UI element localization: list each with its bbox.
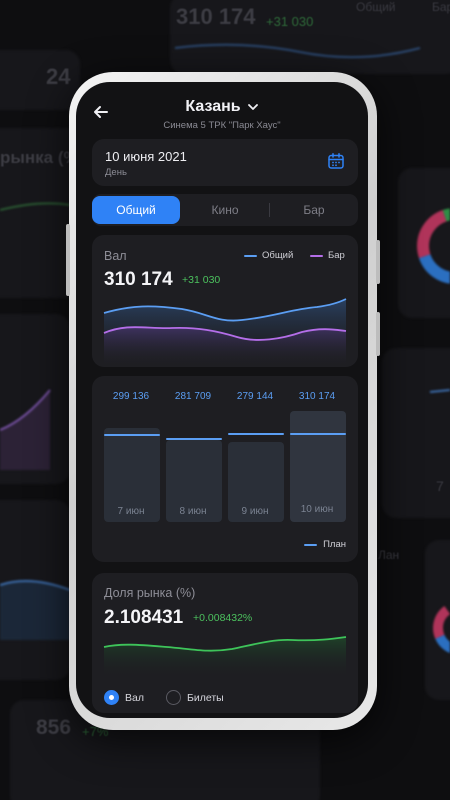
- gross-sparkline: [103, 298, 347, 367]
- legend-bar-label: Бар: [328, 250, 345, 261]
- bg-left-value: 24: [46, 64, 71, 89]
- city-selector[interactable]: Казань: [185, 98, 258, 116]
- market-share-line: [103, 636, 347, 652]
- phone-side-button-left: [66, 224, 70, 296]
- bg-left-label: рынка (%): [0, 148, 85, 167]
- day-2-value: 281 709: [174, 391, 212, 402]
- day-2-bar: [166, 440, 222, 522]
- legend-bar-swatch: [310, 254, 323, 257]
- header: Казань Синема 5 ТРК "Парк Хаус": [76, 82, 368, 138]
- day-4-bar: [290, 411, 346, 522]
- legend-bar: Бар: [310, 250, 345, 261]
- radio-gross[interactable]: Вал: [104, 690, 144, 705]
- day-2-date: 8 июн: [179, 506, 207, 517]
- tab-divider: [269, 203, 270, 217]
- radio-tickets-dot[interactable]: [165, 690, 181, 705]
- date-period: День: [105, 167, 127, 178]
- bg-legend-general: Общий: [356, 0, 396, 14]
- tab-bar: Общий Кино Бар: [92, 194, 358, 226]
- chevron-down-icon: [247, 104, 258, 110]
- day-3-value: 279 144: [236, 391, 274, 402]
- plan-legend-label: План: [323, 539, 346, 550]
- back-arrow-icon[interactable]: [91, 102, 111, 122]
- venue-name: Синема 5 ТРК "Парк Хаус": [163, 120, 281, 131]
- radio-gross-label: Вал: [125, 691, 144, 704]
- city-name: Казань: [185, 98, 241, 115]
- bg-card-right-mid: [382, 348, 450, 518]
- day-4-date: 10 июн: [300, 504, 334, 515]
- general-line: [103, 298, 347, 322]
- bg-top-value: 310 174: [176, 4, 256, 29]
- market-share-card: Доля рынка (%) 2.108431 +0.008432% Вал Б…: [92, 573, 358, 713]
- bar-line: [103, 326, 347, 341]
- phone-volume-up-button: [376, 240, 380, 284]
- bg-right-digit: 7: [436, 478, 444, 494]
- radio-gross-dot[interactable]: [104, 690, 119, 705]
- gross-delta: +31 030: [182, 274, 221, 286]
- day-4-value: 310 174: [298, 391, 336, 402]
- bg-top-delta: +31 030: [266, 14, 314, 29]
- day-1-bar: [104, 428, 160, 522]
- tab-general[interactable]: Общий: [92, 196, 180, 224]
- legend-general: Общий: [244, 250, 293, 261]
- bg-card-top: [170, 0, 450, 74]
- radio-tickets[interactable]: Билеты: [165, 690, 224, 705]
- day-1-value: 299 136: [112, 391, 150, 402]
- bg-right-label: Лан: [378, 548, 400, 562]
- bg-card-left-top: [0, 50, 80, 110]
- market-share-sparkline: [103, 636, 347, 679]
- day-1-date: 7 июн: [117, 506, 145, 517]
- plan-legend-swatch: [304, 543, 318, 546]
- gross-value: 310 174: [104, 269, 173, 290]
- selected-date: 10 июня 2021: [105, 149, 187, 164]
- market-share-value: 2.108431: [104, 607, 184, 628]
- legend-general-swatch: [244, 254, 257, 257]
- market-share-label: Доля рынка (%): [104, 586, 196, 600]
- bg-bottom-value: 856: [36, 716, 72, 739]
- day-3-bar: [228, 442, 284, 522]
- day-3-date: 9 июн: [241, 506, 269, 517]
- calendar-icon[interactable]: [327, 152, 345, 170]
- market-share-delta: +0.008432%: [193, 612, 253, 624]
- plan-legend: План: [304, 539, 346, 550]
- gross-label: Вал: [104, 249, 127, 263]
- tab-cinema[interactable]: Кино: [211, 203, 239, 217]
- legend-general-label: Общий: [262, 250, 294, 261]
- tab-bar-item[interactable]: Бар: [303, 203, 325, 217]
- market-share-area: [104, 637, 346, 679]
- app-screen: Казань Синема 5 ТРК "Парк Хаус" 10 июня …: [76, 82, 368, 718]
- bg-legend-bar: Бар: [432, 0, 450, 14]
- day-4-plan-line: [290, 433, 346, 435]
- radio-tickets-label: Билеты: [186, 691, 224, 704]
- phone-volume-down-button: [376, 312, 380, 356]
- date-picker[interactable]: 10 июня 2021 День: [92, 139, 358, 186]
- gross-card: Вал Общий Бар 310 174 +31 030: [92, 235, 358, 367]
- day-3-plan-line: [228, 433, 284, 435]
- daily-gross-card: 299 136 7 июн 281 709 8 июн 279 144 9 ию…: [92, 376, 358, 562]
- metric-radio-group: Вал Билеты: [104, 690, 224, 705]
- day-2-plan-line: [166, 438, 222, 440]
- title-block: Казань Синема 5 ТРК "Парк Хаус": [76, 98, 368, 131]
- day-1-plan-line: [104, 434, 160, 436]
